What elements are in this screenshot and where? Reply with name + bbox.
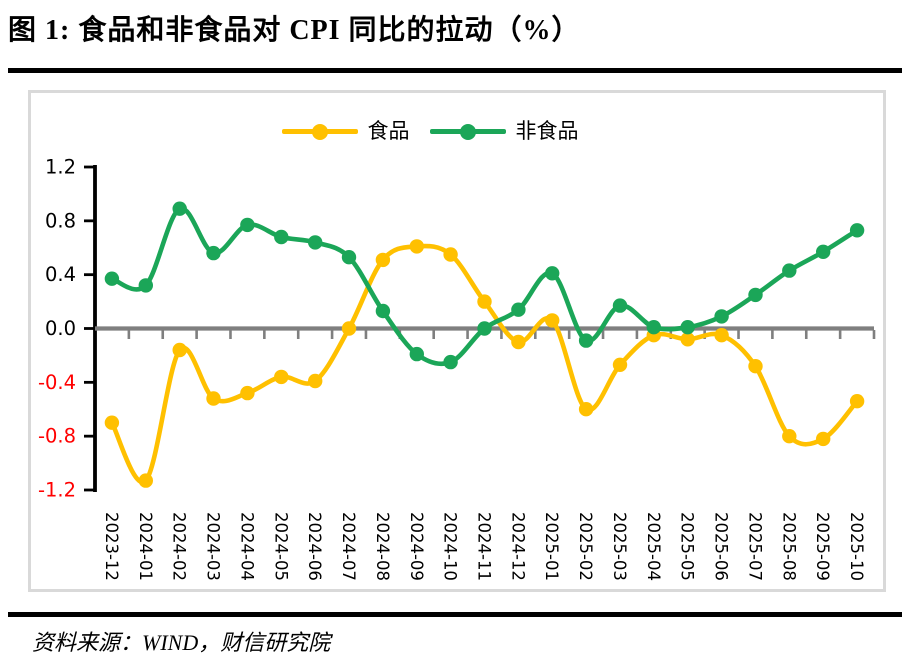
nonfood-point-marker: [748, 287, 763, 303]
footer-divider-rule: [8, 612, 902, 617]
nonfood-point-marker: [206, 245, 221, 261]
food-point-marker: [748, 359, 763, 374]
nonfood-point-marker: [240, 217, 255, 233]
x-axis-label: 2023-12: [102, 512, 121, 581]
x-axis-label: 2024-01: [136, 512, 155, 581]
legend-label-food: 食品: [367, 119, 410, 143]
nonfood-point-marker: [714, 309, 729, 324]
chart-container: 1.2 0.8 0.4 0.0 -0.4 -0.8 -1.2 2023-12 2024-01 20…: [28, 90, 886, 592]
x-axis-label: 2024-09: [407, 512, 426, 581]
food-point-marker: [172, 342, 187, 358]
legend-item-nonfood: 非食品: [429, 119, 579, 143]
food-point-marker: [680, 332, 695, 347]
nonfood-point-marker: [646, 320, 661, 335]
y-axis-label: -1.2: [38, 478, 76, 501]
nonfood-point-marker: [816, 244, 831, 259]
x-axis-label: 2025-09: [813, 512, 832, 581]
x-axis-label: 2025-06: [712, 512, 731, 581]
x-axis-label: 2024-11: [475, 512, 494, 581]
food-point-marker: [477, 294, 492, 309]
food-point-marker: [545, 313, 560, 328]
x-axis-label: 2025-03: [610, 512, 629, 581]
x-axis-label: 2025-07: [745, 512, 764, 581]
food-point-marker: [104, 415, 120, 430]
x-axis-label: 2025-05: [678, 512, 697, 581]
nonfood-point-marker: [274, 229, 289, 245]
nonfood-point-marker: [782, 263, 797, 278]
nonfood-line-swatch: [429, 123, 506, 140]
nonfood-point-marker: [138, 278, 153, 293]
food-series-line: [109, 243, 860, 485]
food-point-marker: [138, 473, 153, 488]
nonfood-point-marker: [545, 266, 560, 281]
food-point-marker: [341, 321, 357, 336]
x-axis-label: 2024-08: [373, 512, 392, 581]
food-point-marker: [206, 391, 221, 406]
y-axis-label: 1.2: [45, 156, 76, 179]
food-point-marker: [714, 328, 729, 343]
food-point-marker: [612, 357, 628, 372]
nonfood-marker-dot-icon: [459, 123, 476, 140]
x-axis-label: 2024-06: [305, 512, 324, 581]
legend-item-food: 食品: [281, 119, 410, 143]
food-point-marker: [849, 394, 865, 409]
nonfood-point-marker: [511, 302, 526, 317]
y-axis-label: -0.8: [38, 425, 76, 448]
x-axis-label: 2024-05: [271, 512, 290, 581]
food-point-marker: [308, 373, 323, 389]
x-axis-label: 2025-01: [542, 512, 561, 581]
x-axis-label: 2024-03: [204, 512, 223, 581]
nonfood-series-line: [109, 206, 860, 367]
source-note: 资料来源：WIND，财信研究院: [32, 630, 331, 655]
food-line-swatch: [281, 123, 358, 140]
chart-legend: 食品 非食品: [4, 121, 856, 142]
nonfood-point-marker: [172, 201, 187, 216]
legend-label-nonfood: 非食品: [515, 119, 579, 143]
nonfood-point-marker: [409, 346, 424, 362]
nonfood-point-marker: [341, 250, 357, 265]
y-axis-label: -0.4: [38, 371, 76, 394]
nonfood-point-marker: [612, 298, 628, 313]
nonfood-point-marker: [375, 303, 391, 319]
nonfood-point-marker: [849, 223, 865, 238]
food-point-marker: [782, 429, 797, 444]
nonfood-point-marker: [578, 333, 594, 348]
x-axis-label: 2025-04: [644, 512, 663, 581]
nonfood-point-marker: [680, 320, 695, 335]
y-axis-label: 0.8: [45, 209, 76, 232]
food-point-marker: [511, 334, 526, 350]
nonfood-point-marker: [477, 321, 492, 336]
x-axis-label: 2024-12: [508, 512, 527, 581]
y-axis-label: 0.0: [45, 317, 76, 340]
nonfood-point-marker: [443, 354, 458, 370]
x-axis-label: 2024-04: [237, 512, 256, 581]
x-axis-label: 2024-07: [339, 512, 358, 581]
title-divider-rule: [8, 68, 902, 73]
x-axis-label: 2025-02: [576, 512, 595, 581]
food-point-marker: [375, 252, 391, 268]
x-axis-label: 2025-10: [847, 512, 866, 581]
nonfood-point-marker: [308, 235, 323, 250]
food-point-marker: [240, 385, 255, 401]
y-axis-label: 0.4: [45, 263, 76, 286]
nonfood-point-marker: [104, 271, 120, 286]
x-axis-label: 2024-10: [441, 512, 460, 581]
food-point-marker: [409, 239, 424, 254]
food-marker-dot-icon: [311, 123, 328, 140]
x-axis-label: 2024-02: [170, 512, 189, 581]
x-axis-label: 2025-08: [779, 512, 798, 581]
figure-title: 图 1: 食品和非食品对 CPI 同比的拉动（%）: [8, 15, 581, 46]
food-point-marker: [578, 402, 594, 417]
food-point-marker: [443, 247, 458, 262]
food-point-marker: [274, 369, 289, 385]
chart-plot: 1.2 0.8 0.4 0.0 -0.4 -0.8 -1.2 2023-12 2024-01 20…: [38, 156, 876, 581]
food-point-marker: [816, 431, 831, 447]
